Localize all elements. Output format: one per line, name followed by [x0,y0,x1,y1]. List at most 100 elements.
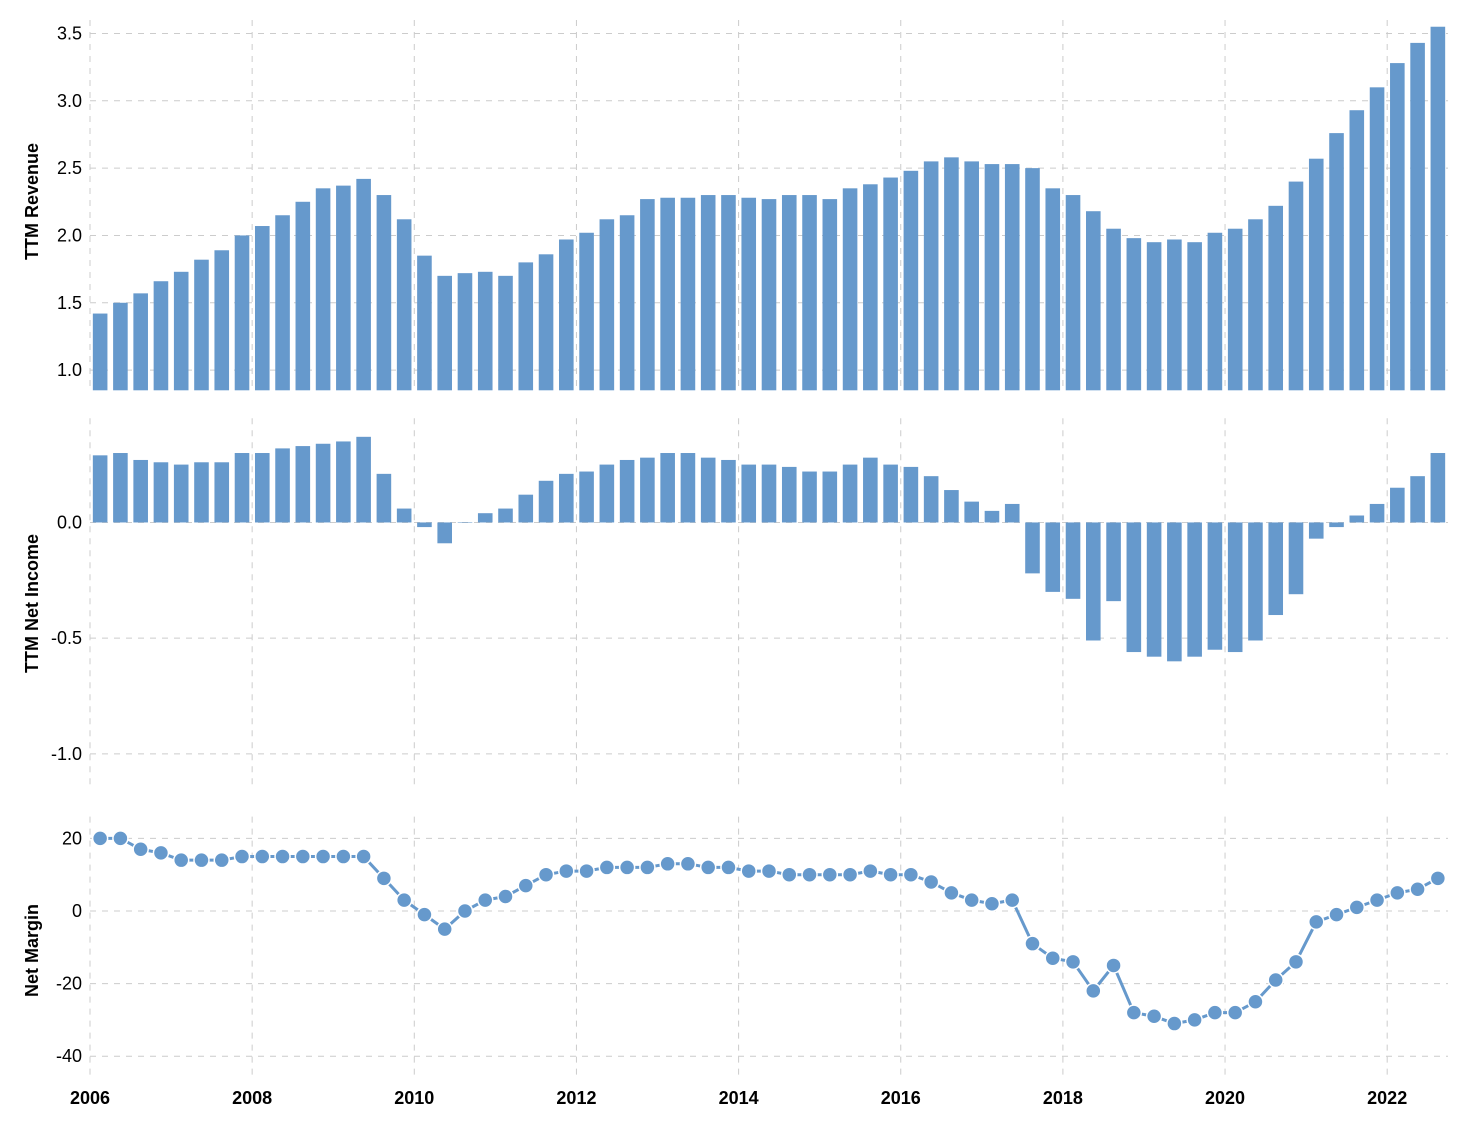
line-marker [336,849,351,864]
y-tick-label: -40 [56,1046,82,1066]
bar [924,476,939,522]
bar [863,184,878,390]
bar [417,256,432,391]
bar [1066,522,1081,598]
bar [356,437,371,523]
bar [1309,159,1324,391]
line-marker [883,867,898,882]
line-marker [1086,983,1101,998]
line-marker [1066,954,1081,969]
y-axis-title-margin: Net Margin [22,904,43,997]
bar [174,465,189,523]
line-marker [1025,936,1040,951]
bar [458,522,473,523]
bar [924,161,939,390]
bar [539,481,554,523]
bar [1167,522,1182,661]
bar [660,453,675,522]
bar [1208,233,1223,391]
line-marker [782,867,797,882]
bar [701,195,716,390]
bar [397,509,412,523]
bar [1086,211,1101,390]
line-marker [1126,1005,1141,1020]
x-tick-label: 2010 [394,1088,434,1108]
bar [1289,182,1304,391]
line-marker [235,849,250,864]
line-marker [721,860,736,875]
bar [1086,522,1101,640]
bar [985,164,1000,390]
bar [802,472,817,523]
x-tick-label: 2018 [1043,1088,1083,1108]
y-tick-label: 0.0 [57,512,82,532]
line-marker [1390,885,1405,900]
bar [377,474,392,523]
bar [1147,522,1162,656]
bar [600,219,615,390]
bar [316,188,331,390]
line-marker [741,864,756,879]
line-marker [924,874,939,889]
bar [235,235,250,390]
bar [944,157,959,390]
bar [762,199,777,390]
line-marker [1268,972,1283,987]
line-marker [214,853,229,868]
line-marker [417,907,432,922]
bar [985,511,1000,523]
bar [336,441,351,522]
line-marker [1187,1012,1202,1027]
bar [154,462,169,522]
x-tick-label: 2022 [1367,1088,1407,1108]
line-marker [1005,893,1020,908]
line-marker [964,893,979,908]
chart-svg: 1.01.52.02.53.03.5-1.0-0.50.0-40-2002020… [0,0,1468,1128]
bar [660,198,675,391]
bar [1005,164,1020,390]
bar [1329,133,1344,390]
bar [843,188,858,390]
bar [214,462,229,522]
bar [1431,27,1446,391]
bar [1106,522,1121,601]
bar [316,444,331,523]
bar [1127,238,1142,390]
bar [1147,242,1162,390]
line-marker [316,849,331,864]
bar [539,254,554,390]
line-marker [376,871,391,886]
y-tick-label: -1.0 [51,744,82,764]
y-tick-label: -0.5 [51,628,82,648]
bar [1410,476,1425,522]
bar [1349,110,1364,390]
line-marker [903,867,918,882]
bar [1309,522,1324,538]
line-marker [1430,871,1445,886]
bar [559,474,574,523]
line-marker [944,885,959,900]
bar [1410,43,1425,390]
line-marker [1288,954,1303,969]
y-tick-label: 1.5 [57,293,82,313]
x-tick-label: 2006 [70,1088,110,1108]
line-marker [255,849,270,864]
line-marker [457,904,472,919]
line-marker [1228,1005,1243,1020]
bar [235,453,250,522]
y-tick-label: 2.5 [57,158,82,178]
bar [93,314,108,391]
bar [762,465,777,523]
bar [437,276,452,390]
bar [133,293,148,390]
bar [802,195,817,390]
x-tick-label: 2014 [719,1088,759,1108]
bar [1329,522,1344,527]
line-marker [1106,958,1121,973]
line-marker [1349,900,1364,915]
line-marker [984,896,999,911]
bar [1228,229,1243,391]
bar [1045,522,1060,591]
x-tick-label: 2008 [232,1088,272,1108]
bar [437,522,452,543]
